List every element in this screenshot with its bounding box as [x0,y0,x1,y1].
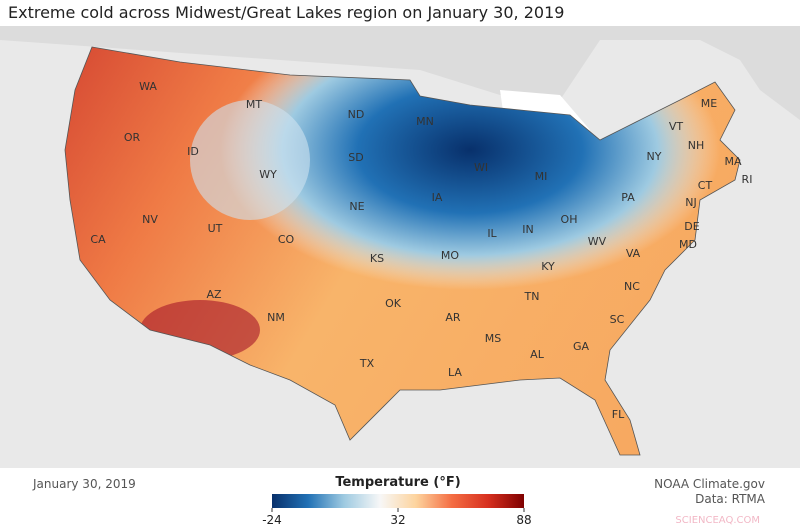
legend-title: Temperature (°F) [335,475,460,490]
state-label: IL [487,227,497,240]
state-label: LA [448,366,462,379]
state-label: KS [370,252,384,265]
state-label: DE [684,220,699,233]
rockies-cold [190,100,310,220]
tick-label: -24 [262,513,282,527]
title: Extreme cold across Midwest/Great Lakes … [8,3,564,22]
state-label: UT [208,222,223,235]
state-label: MN [416,115,434,128]
state-label: NV [142,213,158,226]
state-label: PA [621,191,635,204]
state-label: ND [348,108,365,121]
state-label: OH [561,213,578,226]
source: Data: RTMA [695,492,766,506]
state-label: NH [688,139,705,152]
state-label: WY [259,168,277,181]
state-label: TN [524,290,540,303]
state-label: MT [246,98,262,111]
date: January 30, 2019 [32,477,136,491]
state-label: NY [647,150,662,163]
tick-label: 88 [516,513,531,527]
state-label: NJ [685,196,696,209]
state-label: NC [624,280,640,293]
state-label: RI [742,173,753,186]
state-label: WV [588,235,607,248]
state-label: MD [679,238,697,251]
state-label: SD [348,151,363,164]
state-label: MA [724,155,741,168]
state-label: KY [541,260,555,273]
state-label: OR [124,131,141,144]
state-label: WA [139,80,157,93]
legend-ticks: -24 32 88 [262,508,532,527]
state-label: WI [474,161,488,174]
state-label: CT [698,179,713,192]
state-label: CA [90,233,106,246]
state-label: IA [432,191,443,204]
state-label: NE [349,200,364,213]
state-label: AL [530,348,545,361]
state-label: SC [610,313,625,326]
canada [0,26,800,120]
state-label: NM [267,311,285,324]
title-bar [0,0,800,26]
state-label: MI [535,170,548,183]
state-label: TX [359,357,375,370]
state-label: ME [701,97,717,110]
state-label: AR [445,311,461,324]
state-label: VT [669,120,684,133]
tick-label: 32 [390,513,405,527]
state-label: CO [278,233,295,246]
colorbar [272,494,524,508]
credit: NOAA Climate.gov [654,477,765,491]
state-label: MO [441,249,459,262]
state-label: GA [573,340,590,353]
state-label: FL [612,408,625,421]
state-label: MS [485,332,501,345]
watermark: SCIENCEAQ.COM [675,515,760,526]
state-label: ID [187,145,199,158]
state-label: OK [385,297,402,310]
state-label: IN [522,223,533,236]
state-label: VA [626,247,641,260]
state-labels: WA OR CA NV ID MT WY UT CO AZ NM ND SD NE KS OK TX MN WI IA… [90,80,752,421]
state-label: AZ [206,288,222,301]
